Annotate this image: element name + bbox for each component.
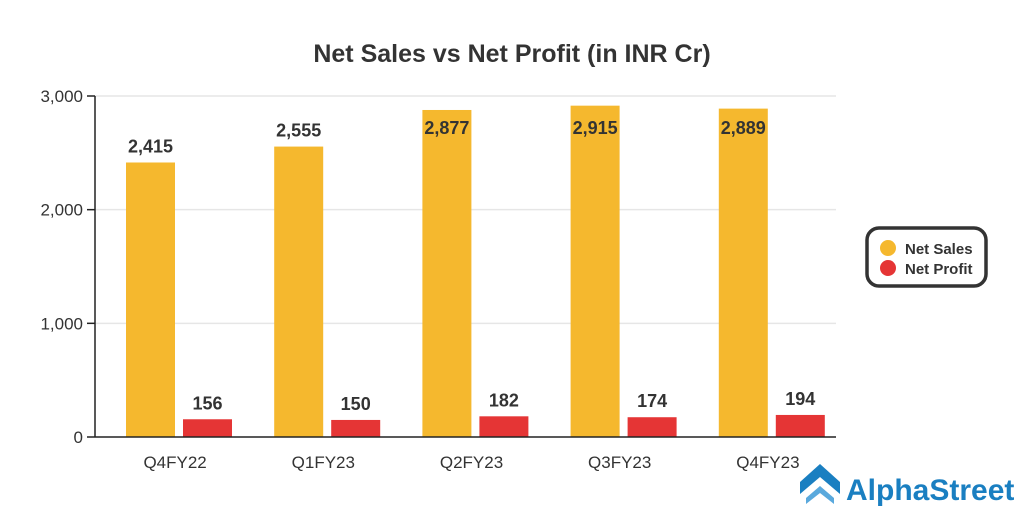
legend-label-net-sales: Net Sales <box>905 241 973 258</box>
bar-net-profit <box>775 414 825 437</box>
bar-net-profit <box>183 419 232 437</box>
data-label: 194 <box>785 389 815 409</box>
bar-net-sales <box>570 105 620 437</box>
y-tick-label: 0 <box>74 428 83 447</box>
legend-marker-net-sales <box>880 240 896 256</box>
data-label: 174 <box>637 391 667 411</box>
bar-net-sales <box>718 108 768 437</box>
bar-net-profit <box>627 417 677 437</box>
y-tick-label: 2,000 <box>40 201 83 220</box>
bar-net-sales <box>274 146 324 437</box>
legend: Net Sales Net Profit <box>865 226 988 288</box>
y-tick-label: 1,000 <box>40 314 83 333</box>
data-label: 2,555 <box>276 121 321 141</box>
x-tick-label: Q4FY22 <box>143 453 206 472</box>
data-label: 2,877 <box>424 118 469 138</box>
data-label: 182 <box>489 390 519 410</box>
legend-box <box>865 226 988 288</box>
data-label: 2,889 <box>721 118 766 138</box>
y-tick-label: 3,000 <box>40 87 83 106</box>
legend-marker-net-profit <box>880 260 896 276</box>
logo-chevron-icon <box>800 464 840 504</box>
data-label: 150 <box>341 394 371 414</box>
chart-title: Net Sales vs Net Profit (in INR Cr) <box>313 40 710 68</box>
x-tick-label: Q2FY23 <box>440 453 503 472</box>
bar-net-profit <box>331 419 381 437</box>
x-tick-label: Q1FY23 <box>292 453 355 472</box>
x-tick-label: Q4FY23 <box>736 453 799 472</box>
bar-net-sales <box>126 162 175 437</box>
bar-net-profit <box>479 416 529 437</box>
legend-label-net-profit: Net Profit <box>905 261 973 278</box>
data-label: 2,915 <box>573 118 618 138</box>
data-label: 156 <box>192 393 222 413</box>
x-tick-label: Q3FY23 <box>588 453 651 472</box>
alphastreet-logo: AlphaStreet <box>800 464 1014 507</box>
data-label: 2,415 <box>128 136 173 156</box>
logo-text: AlphaStreet <box>846 474 1014 507</box>
bar-net-sales <box>422 109 472 437</box>
